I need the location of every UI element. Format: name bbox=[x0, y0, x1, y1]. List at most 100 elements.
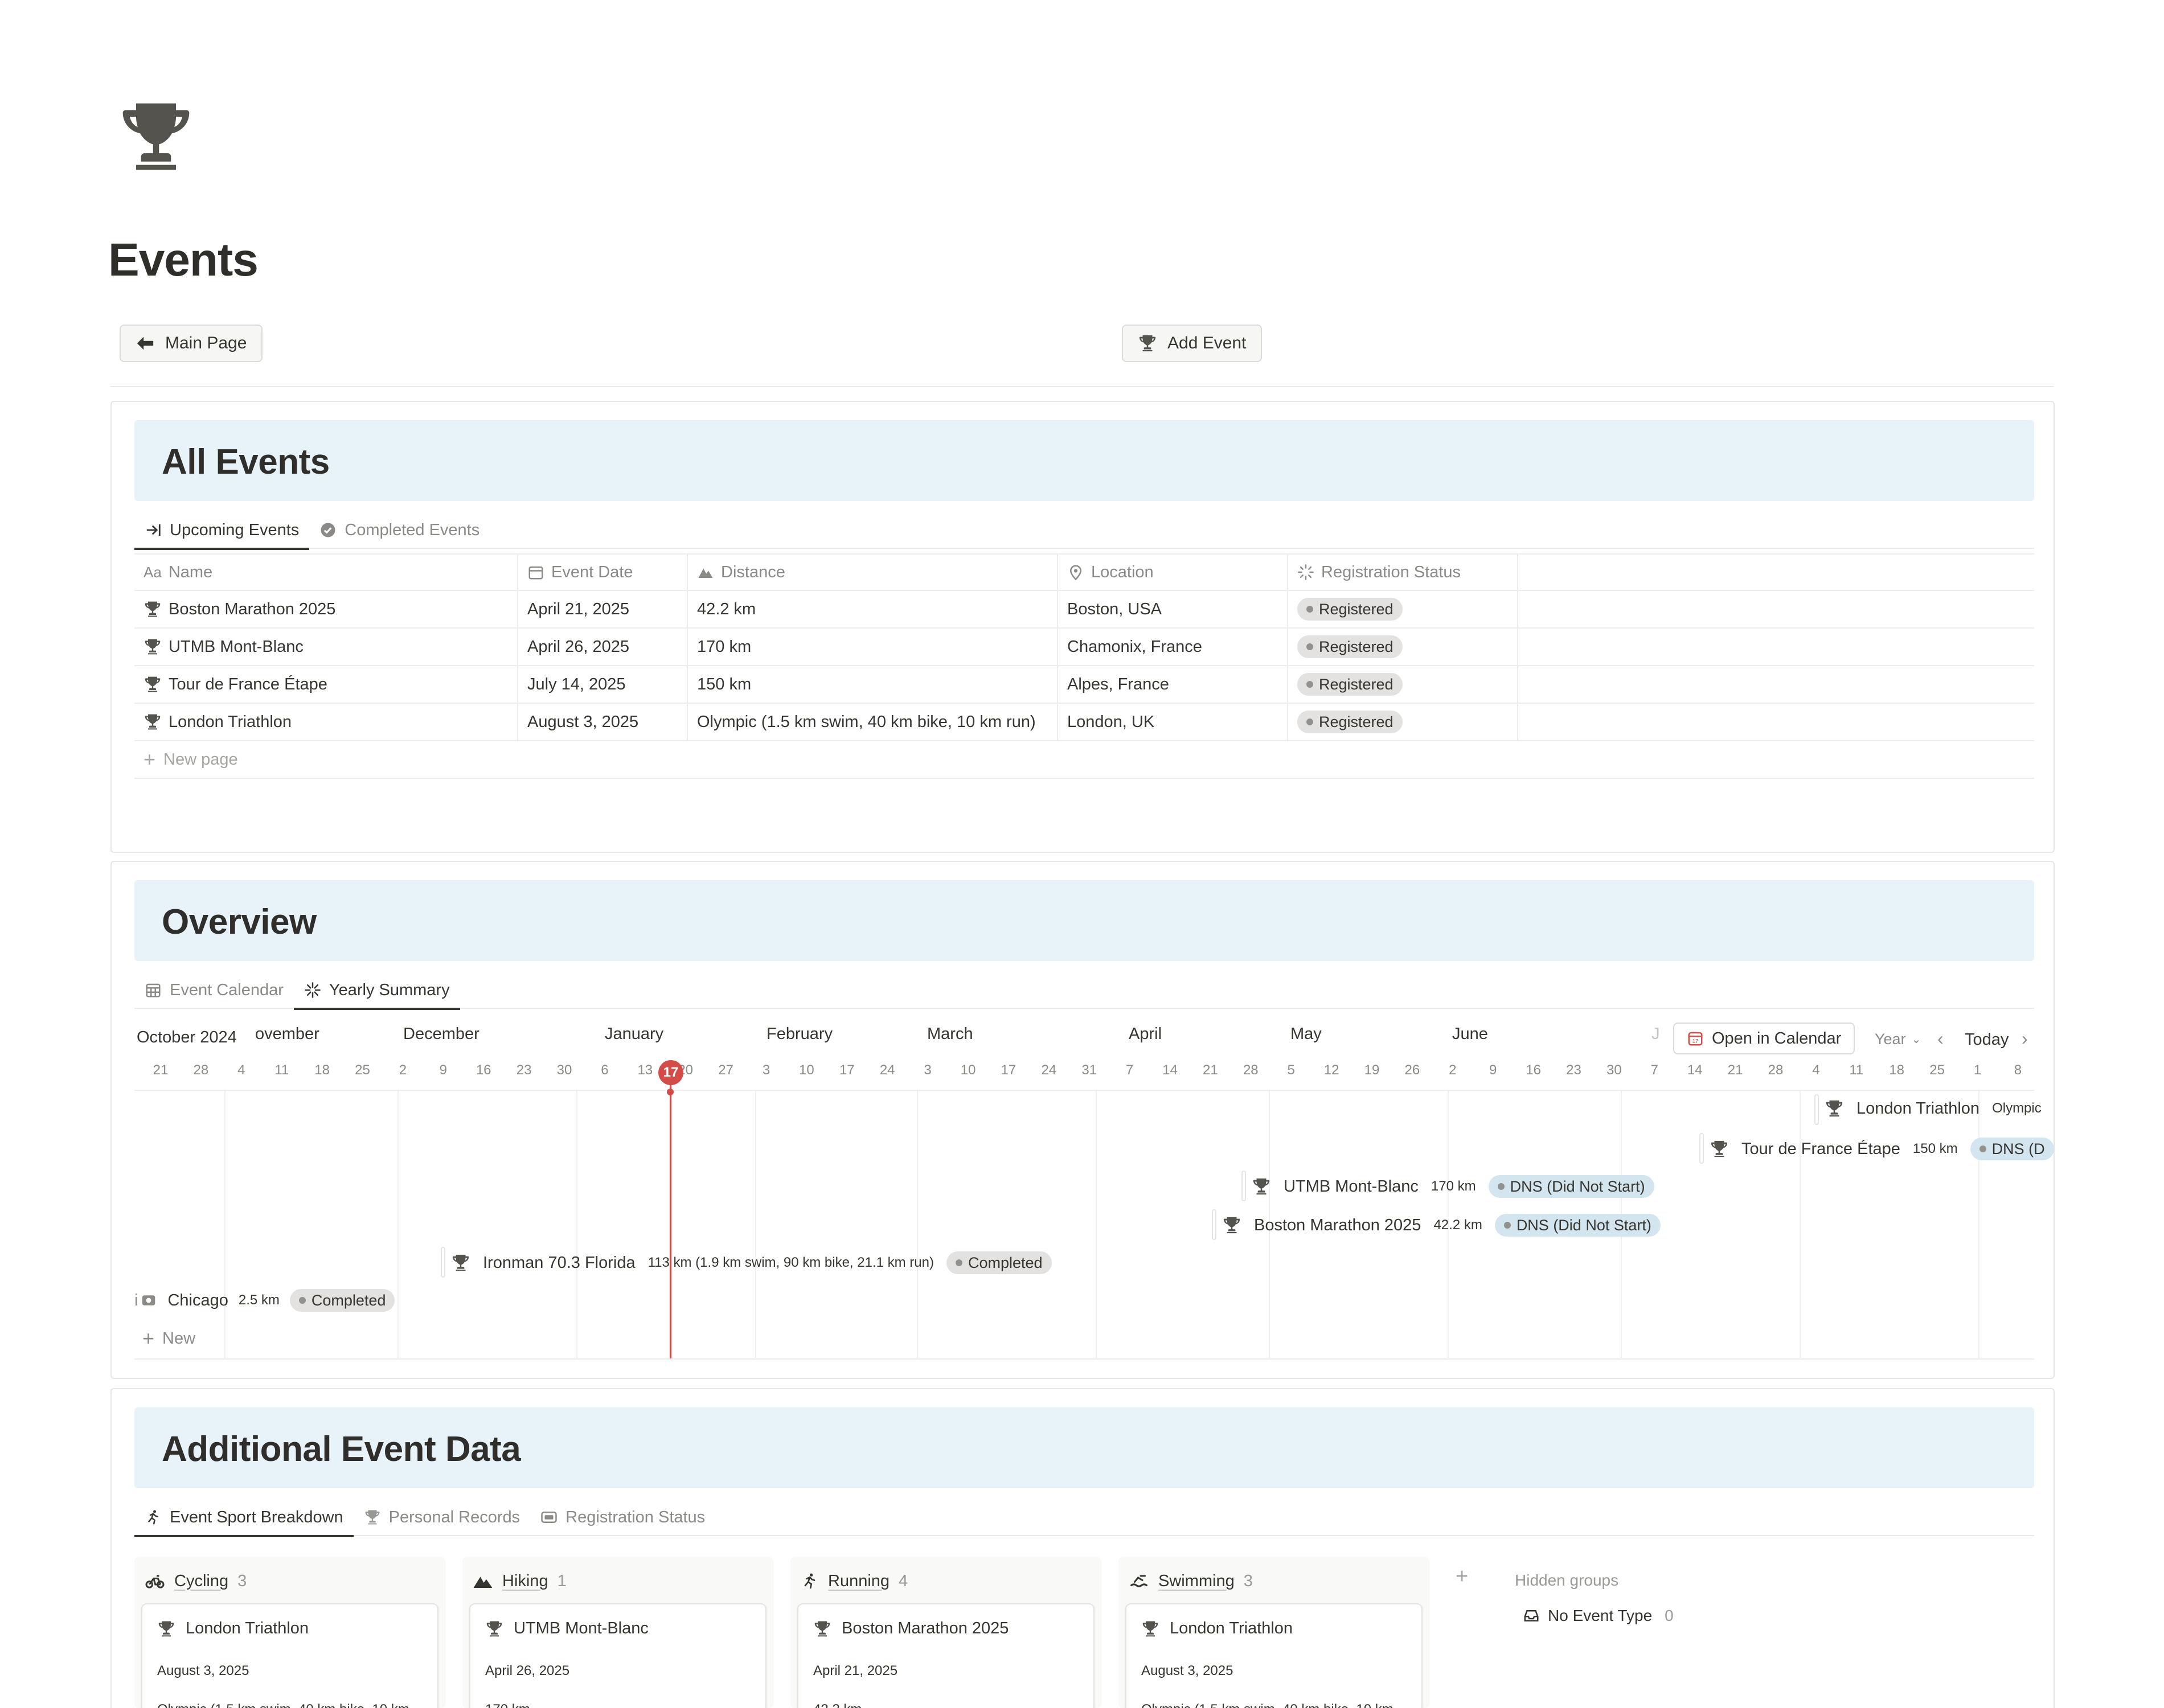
mountain-icon bbox=[698, 568, 713, 578]
timeline-item[interactable]: London Triathlon Olympic bbox=[1825, 1099, 2042, 1118]
card-title: UTMB Mont-Blanc bbox=[514, 1619, 649, 1637]
additional-banner: Additional Event Data bbox=[134, 1407, 2034, 1488]
hidden-group-no-event-type[interactable]: No Event Type 0 bbox=[1523, 1607, 1674, 1625]
timeline-item[interactable]: Tour de France Étape 150 km DNS (D bbox=[1710, 1138, 2054, 1160]
tab-upcoming-events[interactable]: Upcoming Events bbox=[134, 511, 310, 550]
timeline-handle[interactable] bbox=[441, 1247, 445, 1278]
main-page-button[interactable]: Main Page bbox=[120, 325, 263, 362]
timeline-gridline bbox=[224, 1090, 226, 1358]
card-date: August 3, 2025 bbox=[1141, 1663, 1233, 1678]
today-button[interactable]: Today bbox=[1965, 1030, 2009, 1049]
trophy-icon bbox=[144, 600, 162, 618]
status-badge: Registered bbox=[1297, 711, 1403, 733]
open-in-calendar-button[interactable]: 17 Open in Calendar bbox=[1673, 1023, 1855, 1054]
card-date: August 3, 2025 bbox=[157, 1663, 249, 1678]
row-name[interactable]: London Triathlon bbox=[169, 712, 292, 731]
timeline-day-label: 26 bbox=[1404, 1062, 1420, 1078]
timeline-item-name: London Triathlon bbox=[1856, 1099, 1980, 1118]
timeline-gridline bbox=[1978, 1090, 1979, 1358]
timeline-day-label: 5 bbox=[1287, 1062, 1295, 1078]
timeline-day-label: 24 bbox=[1041, 1062, 1057, 1078]
timeline-new-button[interactable]: + New bbox=[142, 1327, 195, 1350]
table-row[interactable]: UTMB Mont-Blanc April 26, 2025 170 km Ch… bbox=[134, 629, 2034, 666]
column-registration-status[interactable]: Registration Status bbox=[1288, 555, 1518, 590]
trophy-icon bbox=[1138, 334, 1157, 353]
column-label: Name bbox=[168, 563, 213, 581]
group-header-hiking[interactable]: Hiking 1 bbox=[473, 1562, 567, 1600]
group-header-cycling[interactable]: Cycling 3 bbox=[145, 1562, 247, 1600]
timeline-handle[interactable] bbox=[1212, 1209, 1216, 1240]
timeline-handle[interactable] bbox=[1699, 1133, 1704, 1164]
tab-label: Yearly Summary bbox=[329, 980, 450, 999]
board-card[interactable]: London Triathlon August 3, 2025 Olympic … bbox=[1125, 1603, 1423, 1708]
row-name[interactable]: UTMB Mont-Blanc bbox=[169, 637, 304, 656]
timeline-item[interactable]: i Chicago 2.5 km Completed bbox=[134, 1289, 395, 1312]
inbox-icon bbox=[1524, 1610, 1539, 1621]
timeline-item-name: Ironman 70.3 Florida bbox=[483, 1253, 636, 1272]
timeline-day-label: 21 bbox=[1203, 1062, 1218, 1078]
group-header-swimming[interactable]: Swimming 3 bbox=[1129, 1562, 1253, 1600]
timeline-day-label: 10 bbox=[960, 1062, 976, 1078]
trophy-icon bbox=[813, 1620, 831, 1638]
trophy-icon bbox=[144, 713, 162, 731]
board-card[interactable]: UTMB Mont-Blanc April 26, 2025 170 km bbox=[469, 1603, 767, 1708]
next-icon[interactable]: › bbox=[2022, 1028, 2028, 1049]
overview-banner: Overview bbox=[134, 880, 2034, 961]
timeline-item[interactable]: Ironman 70.3 Florida 113 km (1.9 km swim… bbox=[451, 1251, 1052, 1274]
timeline-day-label: 16 bbox=[1526, 1062, 1541, 1078]
table-row[interactable]: Boston Marathon 2025 April 21, 2025 42.2… bbox=[134, 591, 2034, 629]
column-event-date[interactable]: Event Date bbox=[518, 555, 688, 590]
tab-event-calendar[interactable]: Event Calendar bbox=[134, 971, 294, 1009]
timeline-day-label: 9 bbox=[439, 1062, 447, 1078]
timeline-handle[interactable] bbox=[1814, 1094, 1819, 1125]
tab-event-sport-breakdown[interactable]: Event Sport Breakdown bbox=[134, 1498, 354, 1537]
add-event-button[interactable]: Add Event bbox=[1122, 325, 1263, 362]
table-row[interactable]: Tour de France Étape July 14, 2025 150 k… bbox=[134, 666, 2034, 704]
tab-personal-records[interactable]: Personal Records bbox=[354, 1498, 531, 1536]
board-card[interactable]: Boston Marathon 2025 April 21, 2025 42.2… bbox=[797, 1603, 1095, 1708]
row-location: Boston, USA bbox=[1058, 591, 1288, 627]
tab-label: Event Calendar bbox=[170, 980, 284, 999]
timeline-month-label: March bbox=[927, 1025, 973, 1043]
timeline-day-label: 23 bbox=[1566, 1062, 1581, 1078]
column-location[interactable]: Location bbox=[1058, 555, 1288, 590]
timeline-month-label: June bbox=[1452, 1025, 1488, 1043]
timeline-item-distance: 170 km bbox=[1431, 1179, 1476, 1194]
timeline-month-label: ovember bbox=[255, 1025, 319, 1043]
table-row[interactable]: London Triathlon August 3, 2025 Olympic … bbox=[134, 704, 2034, 741]
timeline-day-label: 30 bbox=[556, 1062, 572, 1078]
medal-icon bbox=[142, 1295, 155, 1305]
column-label: Event Date bbox=[551, 563, 633, 581]
timeline-item-name: UTMB Mont-Blanc bbox=[1284, 1177, 1419, 1196]
row-location: Alpes, France bbox=[1058, 666, 1288, 703]
timeline-item-distance: Olympic bbox=[1992, 1101, 2042, 1116]
tab-registration-status[interactable]: Registration Status bbox=[530, 1498, 715, 1536]
new-page-row[interactable]: + New page bbox=[134, 741, 2034, 779]
row-name[interactable]: Boston Marathon 2025 bbox=[169, 600, 336, 618]
tab-yearly-summary[interactable]: Yearly Summary bbox=[293, 971, 460, 1010]
prev-icon[interactable]: ‹ bbox=[1937, 1028, 1944, 1049]
timeline-day-label: 13 bbox=[637, 1062, 653, 1078]
row-location: London, UK bbox=[1058, 704, 1288, 740]
page-title: Events bbox=[108, 234, 259, 286]
card-title: London Triathlon bbox=[1170, 1619, 1293, 1637]
timeline-footer-divider bbox=[134, 1358, 2034, 1360]
tab-label: Registration Status bbox=[565, 1508, 706, 1526]
row-name[interactable]: Tour de France Étape bbox=[169, 675, 327, 693]
column-distance[interactable]: Distance bbox=[688, 555, 1058, 590]
timeline-item[interactable]: UTMB Mont-Blanc 170 km DNS (Did Not Star… bbox=[1252, 1175, 1654, 1198]
range-select[interactable]: Year ⌄ bbox=[1875, 1030, 1921, 1048]
board-card[interactable]: London Triathlon August 3, 2025 Olympic … bbox=[141, 1603, 438, 1708]
timeline-gridline bbox=[755, 1090, 756, 1358]
timeline-item[interactable]: Boston Marathon 2025 42.2 km DNS (Did No… bbox=[1222, 1214, 1661, 1237]
timeline-day-label: 18 bbox=[1889, 1062, 1905, 1078]
group-header-running[interactable]: Running 4 bbox=[801, 1562, 908, 1600]
tab-completed-events[interactable]: Completed Events bbox=[309, 511, 490, 549]
column-spacer bbox=[1518, 555, 2034, 590]
timeline-handle[interactable] bbox=[1241, 1171, 1246, 1201]
timeline-item-distance: 113 km (1.9 km swim, 90 km bike, 21.1 km… bbox=[647, 1255, 934, 1270]
column-name[interactable]: Aa Name bbox=[134, 555, 518, 590]
trophy-icon bbox=[485, 1620, 503, 1638]
timeline-item-name: Chicago bbox=[167, 1291, 228, 1309]
add-group-button[interactable]: + bbox=[1456, 1565, 1469, 1588]
